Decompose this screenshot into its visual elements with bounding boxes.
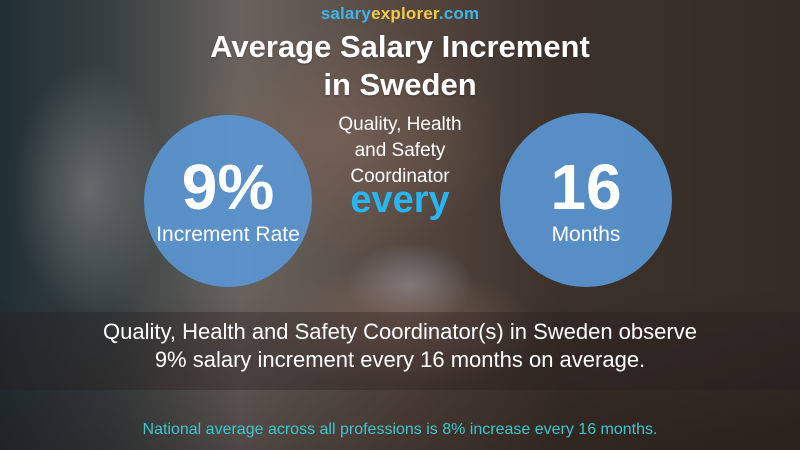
brand-explorer: explorer [371,4,439,23]
summary-band [0,312,800,390]
national-average-note: National average across all professions … [142,421,658,438]
summary-text: Quality, Health and Safety Coordinator(s… [0,318,800,374]
frequency-circle: 16 Months [500,113,672,287]
job-title-line-2: and Safety [354,140,446,161]
brand-salary: salary [320,4,372,23]
increment-rate-value: 9% [181,151,275,223]
job-title-line-3: Coordinator [350,166,450,187]
brand-logo: salaryexplorer.com [0,4,800,24]
frequency-value: 16 [550,151,622,223]
summary-line-2: 9% salary increment every 16 months on a… [154,347,646,372]
frequency-label: Months [551,223,621,246]
job-title-line-1: Quality, Health [338,114,462,135]
job-title: Quality, Health and Safety Coordinator [300,112,500,190]
title-line-1: Average Salary Increment [210,29,590,64]
title-line-2: in Sweden [323,67,477,102]
increment-rate-circle: 9% Increment Rate [144,115,312,287]
summary-line-1: Quality, Health and Safety Coordinator(s… [103,319,697,344]
brand-domain: .com [438,4,480,23]
page-title: Average Salary Increment in Sweden [0,28,800,104]
every-connector: every [350,179,450,221]
increment-rate-label: Increment Rate [156,223,300,246]
